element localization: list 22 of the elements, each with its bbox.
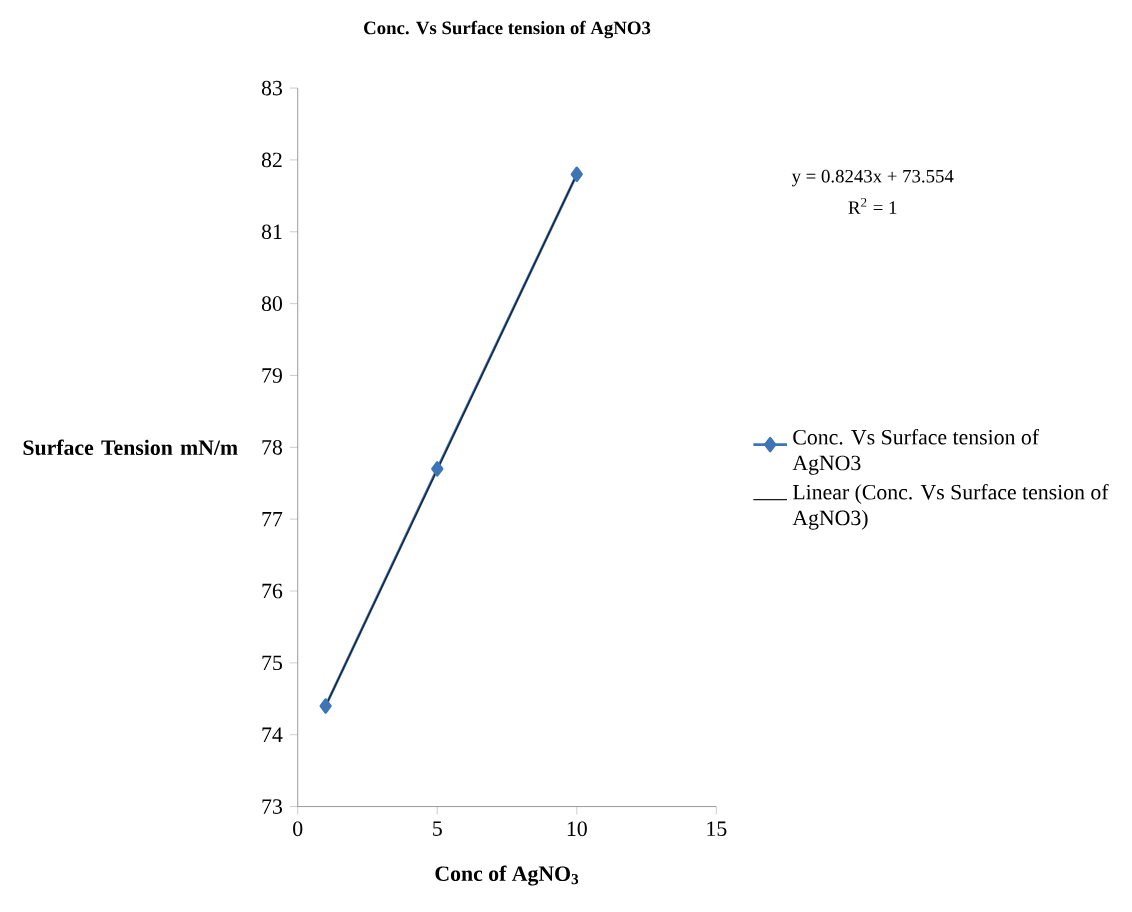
- text: y = 0.8243x + 73.554: [791, 169, 954, 187]
- y-tick-label: 77: [262, 511, 283, 527]
- text: R$^{2}$ = 1: [848, 197, 897, 214]
- y-tick-label: 73: [262, 799, 283, 814]
- legend-label: Conc. Vs Surface tension of AgNO3: [792, 428, 1040, 475]
- y-tick-label: 76: [262, 583, 283, 599]
- legend-label: Linear (Conc. Vs Surface tension of AgNO3): [792, 483, 1109, 530]
- y-tick-label: 79: [262, 367, 282, 383]
- y-tick-label: 75: [262, 655, 283, 670]
- y-tick-label: 82: [261, 152, 282, 168]
- y-axis-title: Surface Tension mN/m: [23, 439, 238, 455]
- y-tick-label: 81: [261, 224, 282, 239]
- x-tick-label: 15: [707, 821, 727, 836]
- x-tick-label: 10: [567, 821, 587, 836]
- x-tick-label: 0: [293, 821, 303, 836]
- y-tick-label: 74: [262, 727, 283, 742]
- y-tick-label: 80: [261, 296, 283, 311]
- y-tick-label: 83: [261, 80, 283, 96]
- x-tick-label: 5: [433, 821, 442, 836]
- y-tick-label: 78: [262, 439, 283, 455]
- x-axis-title: Conc of AgNO$_{3}$: [435, 865, 579, 886]
- chart-title: Conc. Vs Surface tension of AgNO3: [364, 20, 651, 39]
